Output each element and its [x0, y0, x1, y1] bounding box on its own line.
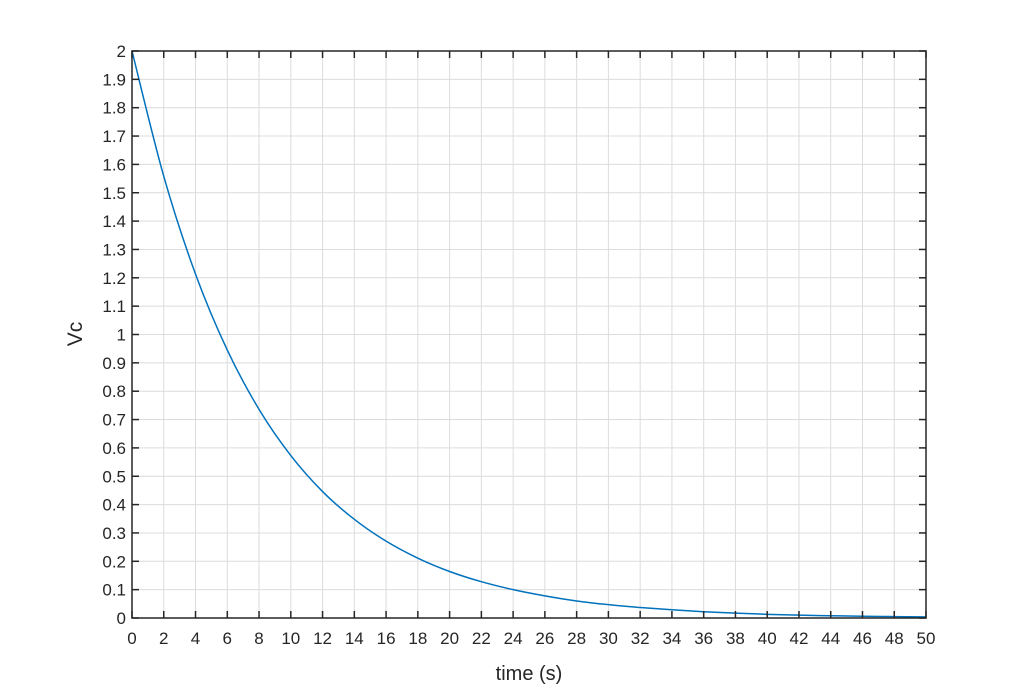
x-tick-label: 22	[472, 629, 491, 648]
y-tick-label: 1	[117, 326, 126, 345]
x-tick-label: 6	[223, 629, 232, 648]
y-tick-label: 1.3	[102, 240, 126, 259]
y-tick-label: 0.9	[102, 354, 126, 373]
x-tick-label: 16	[377, 629, 396, 648]
y-tick-label: 1.7	[102, 127, 126, 146]
y-tick-label: 0	[117, 609, 126, 628]
x-tick-label: 2	[159, 629, 168, 648]
x-tick-label: 30	[599, 629, 618, 648]
y-tick-label: 1.9	[102, 70, 126, 89]
x-axis-label: time (s)	[496, 663, 563, 685]
x-tick-label: 20	[440, 629, 459, 648]
x-tick-label: 36	[694, 629, 713, 648]
x-tick-label: 42	[789, 629, 808, 648]
y-tick-label: 1.8	[102, 99, 126, 118]
y-tick-label: 2	[117, 42, 126, 61]
x-tick-label: 34	[662, 629, 681, 648]
y-tick-label: 1.5	[102, 184, 126, 203]
y-tick-label: 1.6	[102, 155, 126, 174]
y-tick-label: 0.7	[102, 411, 126, 430]
x-tick-label: 12	[313, 629, 332, 648]
y-axis-label: Vc	[64, 322, 87, 347]
y-tick-label: 0.8	[102, 382, 126, 401]
ticks: 0 2 4 6 8 10 12 14 16 18 20 22 24 26 28 30 32 34 36 38 40 42 4…	[102, 42, 935, 648]
x-tick-label: 18	[408, 629, 427, 648]
y-tick-label: 0.3	[102, 524, 126, 543]
x-tick-label: 10	[281, 629, 300, 648]
x-tick-label: 28	[567, 629, 586, 648]
x-tick-label: 26	[535, 629, 554, 648]
y-tick-label: 0.6	[102, 439, 126, 458]
x-tick-label: 38	[726, 629, 745, 648]
y-tick-label: 0.1	[102, 581, 126, 600]
y-tick-label: 1.1	[102, 297, 126, 316]
y-tick-label: 1.2	[102, 269, 126, 288]
x-tick-label: 14	[345, 629, 364, 648]
x-tick-label: 8	[254, 629, 263, 648]
x-tick-label: 40	[758, 629, 777, 648]
y-tick-label: 1.4	[102, 212, 126, 231]
y-tick-label: 0.5	[102, 467, 126, 486]
x-tick-label: 46	[853, 629, 872, 648]
series	[131, 50, 927, 618]
y-tick-label: 0.4	[102, 496, 126, 515]
x-tick-label: 24	[504, 629, 523, 648]
grid	[131, 50, 927, 619]
x-tick-label: 48	[885, 629, 904, 648]
x-tick-label: 4	[191, 629, 200, 648]
x-tick-label: 44	[821, 629, 840, 648]
x-tick-label: 32	[631, 629, 650, 648]
vc-line	[131, 50, 927, 618]
x-tick-label: 50	[917, 629, 936, 648]
x-tick-label: 0	[127, 629, 136, 648]
y-tick-label: 0.2	[102, 552, 126, 571]
